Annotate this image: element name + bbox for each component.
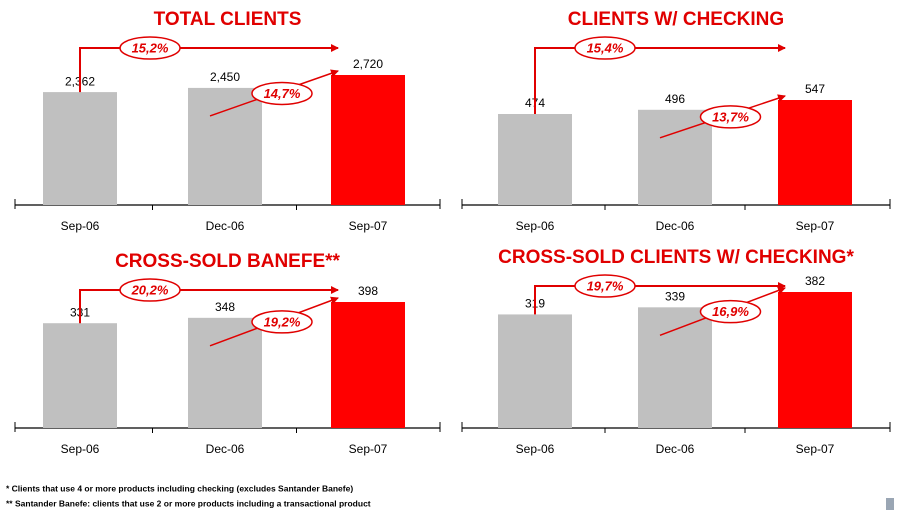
bar xyxy=(498,314,572,428)
bar xyxy=(43,323,117,428)
value-label: 2,450 xyxy=(210,70,240,84)
footnote: * Clients that use 4 or more products in… xyxy=(6,483,353,493)
growth-bubble xyxy=(119,36,181,60)
x-tick-label: Sep-07 xyxy=(796,219,835,233)
x-tick-label: Sep-06 xyxy=(61,442,100,456)
growth-label: 19,2% xyxy=(264,314,301,329)
x-tick-label: Sep-07 xyxy=(796,442,835,456)
growth-bubble xyxy=(574,274,636,298)
growth-label: 19,7% xyxy=(587,278,624,293)
bar xyxy=(638,307,712,428)
growth-arrow xyxy=(79,44,339,93)
logo-mark xyxy=(886,498,894,510)
growth-label: 13,7% xyxy=(712,109,749,124)
growth-bubble xyxy=(251,81,313,106)
growth-bubble xyxy=(251,310,313,334)
x-tick-label: Sep-06 xyxy=(516,442,555,456)
bar xyxy=(188,317,262,428)
value-label: 398 xyxy=(358,284,378,298)
footnote: ** Santander Banefe: clients that use 2 … xyxy=(6,498,371,508)
x-tick-label: Dec-06 xyxy=(206,442,245,456)
bar xyxy=(778,292,852,428)
x-tick-label: Sep-06 xyxy=(61,219,100,233)
growth-arrow xyxy=(534,282,786,315)
growth-label: 15,4% xyxy=(587,40,624,55)
value-label: 348 xyxy=(215,300,235,314)
value-label: 496 xyxy=(665,92,685,106)
growth-bubble xyxy=(119,278,181,302)
bar xyxy=(638,109,712,205)
value-label: 382 xyxy=(805,274,825,288)
x-tick-label: Dec-06 xyxy=(656,219,695,233)
x-tick-label: Dec-06 xyxy=(206,219,245,233)
chart-title: CLIENTS W/ CHECKING xyxy=(568,9,784,30)
growth-arrow xyxy=(534,44,786,115)
bar xyxy=(188,87,262,205)
bar xyxy=(778,100,852,205)
chart-title: CROSS-SOLD BANEFE** xyxy=(115,251,340,272)
chart-title: TOTAL CLIENTS xyxy=(154,9,302,30)
growth-label: 20,2% xyxy=(131,282,169,297)
value-label: 2,720 xyxy=(353,57,383,71)
growth-label: 14,7% xyxy=(264,86,301,101)
bar xyxy=(498,114,572,205)
growth-bubble xyxy=(699,299,762,324)
x-tick-label: Sep-06 xyxy=(516,219,555,233)
value-label: 339 xyxy=(665,289,685,303)
chart-title: CROSS-SOLD CLIENTS W/ CHECKING* xyxy=(498,247,854,268)
x-tick-label: Sep-07 xyxy=(349,442,388,456)
bar xyxy=(331,75,405,205)
growth-bubble xyxy=(699,105,762,129)
x-tick-label: Sep-07 xyxy=(349,219,388,233)
bar xyxy=(43,92,117,205)
bar xyxy=(331,302,405,428)
growth-arrow xyxy=(79,286,339,324)
value-label: 547 xyxy=(805,82,825,96)
x-tick-label: Dec-06 xyxy=(656,442,695,456)
growth-label: 15,2% xyxy=(132,40,169,55)
growth-label: 16,9% xyxy=(712,304,749,319)
growth-bubble xyxy=(574,36,636,60)
